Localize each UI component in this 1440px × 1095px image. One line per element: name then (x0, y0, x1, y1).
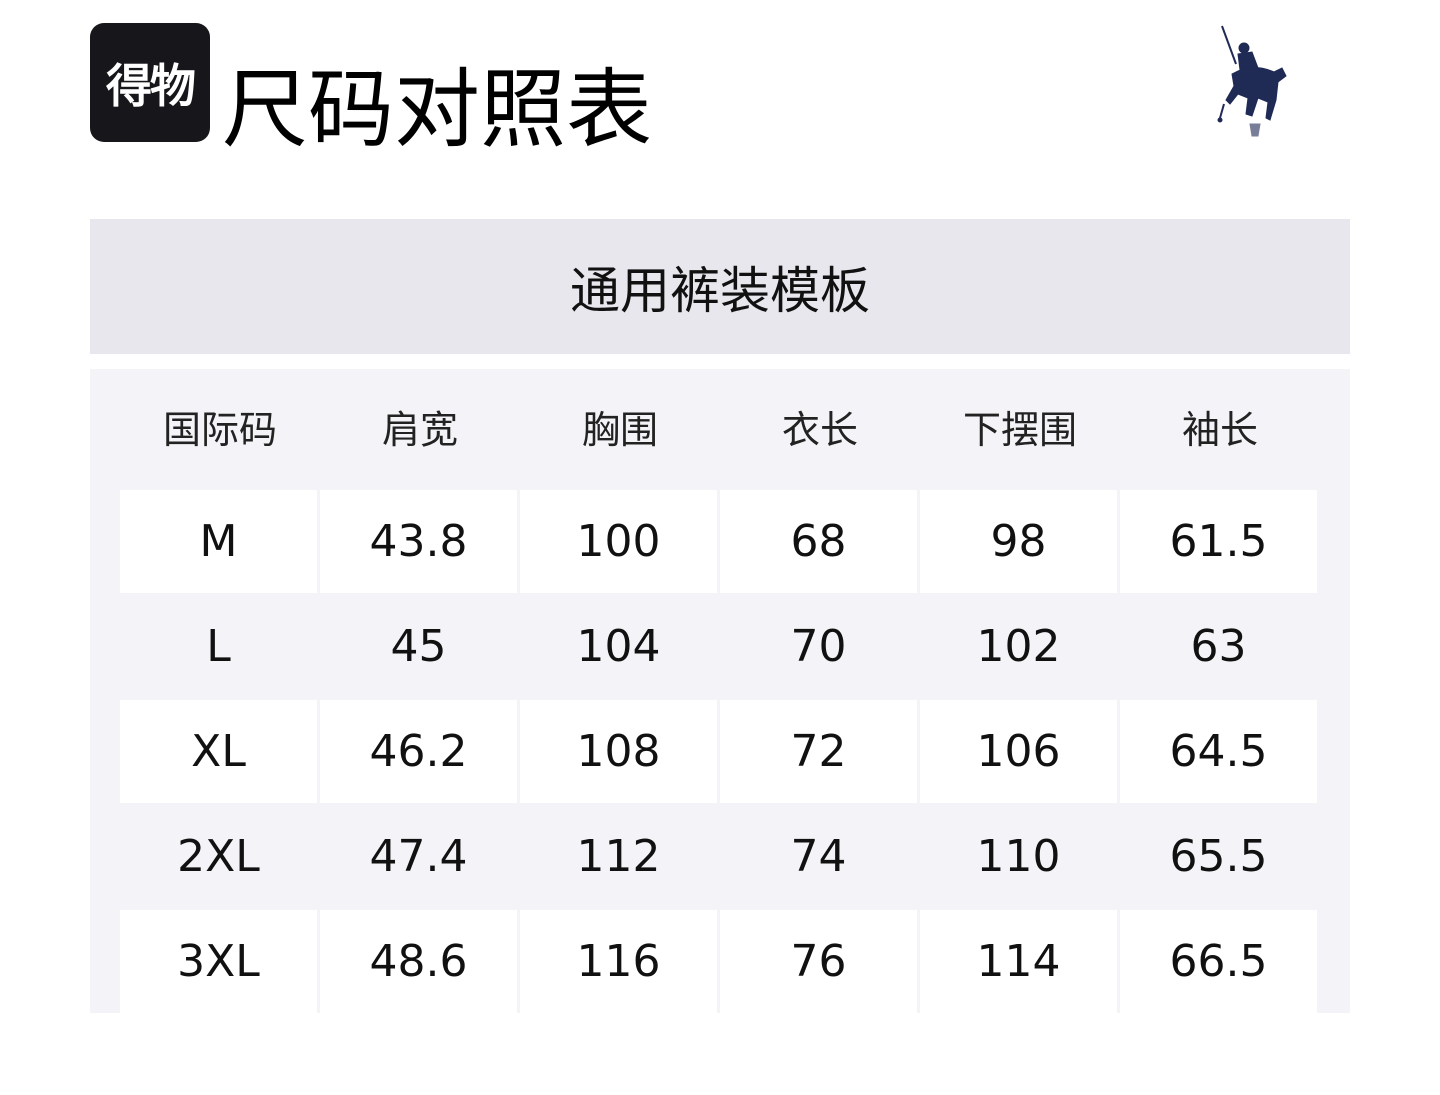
table-cell: 102 (976, 621, 1061, 672)
header-sleeve: 袖长 (1181, 408, 1258, 452)
table-cell: 70 (790, 621, 847, 672)
table-cell: 65.5 (1169, 831, 1268, 882)
template-title: 通用裤装模板 (90, 219, 1350, 354)
size-table: 国际码 肩宽 胸围 衣长 下摆围 袖长 M 43.8 100 68 98 61.5 L 45 1… (90, 369, 1350, 1013)
brand-logo: 得物 (90, 23, 210, 142)
table-header: 国际码 肩宽 胸围 衣长 下摆围 袖长 (120, 390, 1320, 470)
table-cell: 100 (520, 490, 717, 593)
header-shoulder: 肩宽 (381, 408, 458, 452)
table-cell: 63 (1190, 621, 1247, 672)
table-cell: 110 (976, 831, 1061, 882)
header-size: 国际码 (162, 408, 277, 452)
table-cell: 2XL (177, 831, 260, 882)
table-cell: 108 (520, 700, 717, 803)
table-cell: 64.5 (1120, 700, 1317, 803)
header-hem: 下摆围 (962, 408, 1077, 452)
table-row: 3XL 48.6 116 76 114 66.5 (120, 910, 1320, 1013)
table-cell: 3XL (120, 910, 317, 1013)
polo-player-logo-icon (1217, 25, 1287, 137)
table-cell: 66.5 (1120, 910, 1317, 1013)
table-cell: 74 (790, 831, 847, 882)
table-row: M 43.8 100 68 98 61.5 (120, 490, 1320, 593)
header-length: 衣长 (781, 408, 858, 452)
table-cell: 114 (920, 910, 1117, 1013)
table-cell: 112 (576, 831, 661, 882)
table-cell: 76 (720, 910, 917, 1013)
table-row: XL 46.2 108 72 106 64.5 (120, 700, 1320, 803)
table-cell: 46.2 (320, 700, 517, 803)
table-cell: M (120, 490, 317, 593)
table-cell: 43.8 (320, 490, 517, 593)
table-cell: 47.4 (369, 831, 468, 882)
table-cell: 45 (390, 621, 447, 672)
table-cell: L (206, 621, 231, 672)
brand-logo-text: 得物 (106, 58, 196, 113)
table-cell: 106 (920, 700, 1117, 803)
table-cell: 98 (920, 490, 1117, 593)
table-cell: XL (120, 700, 317, 803)
table-row: 2XL 47.4 112 74 110 65.5 (120, 805, 1320, 908)
page-title: 尺码对照表 (222, 60, 652, 160)
table-row: L 45 104 70 102 63 (120, 595, 1320, 698)
header-chest: 胸围 (581, 408, 658, 452)
table-cell: 48.6 (320, 910, 517, 1013)
table-cell: 68 (720, 490, 917, 593)
table-cell: 116 (520, 910, 717, 1013)
table-cell: 104 (576, 621, 661, 672)
table-cell: 72 (720, 700, 917, 803)
table-cell: 61.5 (1120, 490, 1317, 593)
